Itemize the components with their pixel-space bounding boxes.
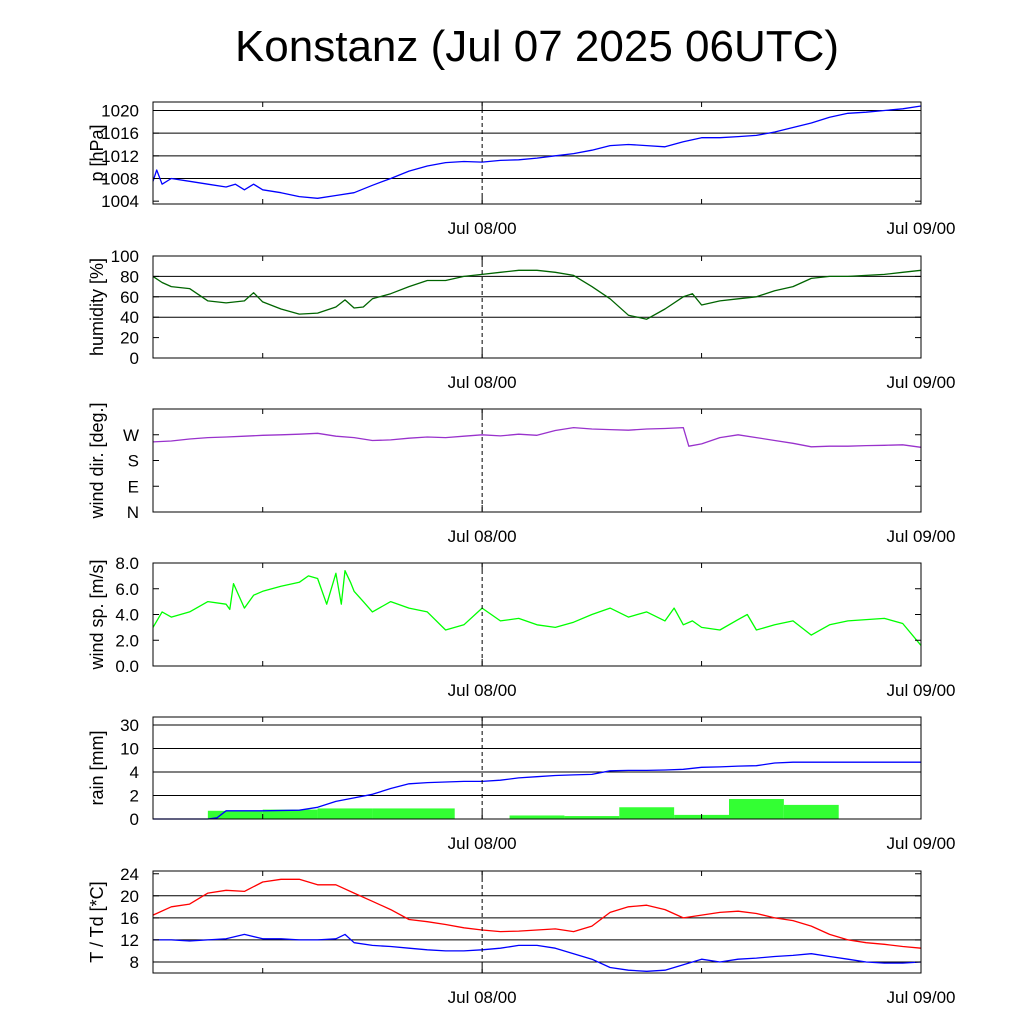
chart-title: Konstanz (Jul 07 2025 06UTC) <box>234 22 840 71</box>
rain-bar <box>372 808 455 819</box>
x-tick-label: Jul 08/00 <box>448 834 517 853</box>
rain-bar <box>317 808 373 819</box>
y-axis-label: wind sp. [m/s] <box>87 559 107 670</box>
x-tick-label: Jul 09/00 <box>887 373 956 392</box>
y-tick-label: 2.0 <box>115 631 139 650</box>
series-line-humidity <box>152 269 922 320</box>
rain-bar <box>619 807 675 819</box>
y-tick-label: 20 <box>120 887 139 906</box>
x-tick-label: Jul 09/00 <box>887 219 956 238</box>
y-axis-label: wind dir. [deg.] <box>87 402 107 519</box>
y-tick-label: 1004 <box>101 192 139 211</box>
series-line-accumulated <box>153 761 921 820</box>
y-axis-label: rain [mm] <box>87 730 107 805</box>
x-tick-label: Jul 08/00 <box>448 988 517 1007</box>
y-tick-label: E <box>128 477 139 496</box>
rain-bar <box>509 815 565 819</box>
x-tick-label: Jul 08/00 <box>448 373 517 392</box>
y-tick-label: 30 <box>120 716 139 735</box>
series-line-wind_speed <box>152 570 922 646</box>
rain-bar <box>783 804 839 819</box>
y-tick-label: 16 <box>120 909 139 928</box>
series-line-pressure <box>152 105 922 199</box>
y-tick-label: N <box>127 503 139 522</box>
y-tick-label: 80 <box>120 267 139 286</box>
y-tick-label: 20 <box>120 329 139 348</box>
y-tick-label: 1008 <box>101 170 139 189</box>
y-tick-label: 12 <box>120 931 139 950</box>
plot-frame <box>152 870 922 974</box>
y-tick-label: 0.0 <box>115 657 139 676</box>
y-axis-label: p [hPa] <box>87 124 107 181</box>
y-tick-label: S <box>128 452 139 471</box>
y-axis-label: humidity [%] <box>87 258 107 356</box>
plot-frame <box>152 408 922 513</box>
series-line-t <box>152 878 922 949</box>
y-tick-label: 1016 <box>101 124 139 143</box>
rain-bar <box>729 799 784 819</box>
y-tick-label: 10 <box>120 740 139 759</box>
rain-bar <box>262 809 318 819</box>
y-tick-label: 8.0 <box>115 554 139 573</box>
y-tick-label: 1020 <box>101 102 139 121</box>
plot-frame <box>152 101 922 205</box>
series-line-td <box>153 933 922 972</box>
rain-bar <box>207 810 263 819</box>
series-line-wind_direction <box>152 426 922 448</box>
y-tick-label: 0 <box>130 349 139 368</box>
y-tick-label: 0 <box>130 810 139 829</box>
panel-rain: Jul 08/00 Jul 09/00 0 2 4 10 30 rain [mm] <box>87 716 956 853</box>
plot-frame <box>152 716 922 820</box>
y-tick-label: 4 <box>130 763 139 782</box>
y-tick-label: 2 <box>130 787 139 806</box>
x-tick-label: Jul 09/00 <box>887 988 956 1007</box>
x-tick-label: Jul 08/00 <box>448 681 517 700</box>
y-tick-label: 40 <box>120 308 139 327</box>
y-tick-label: 6.0 <box>115 580 139 599</box>
x-tick-label: Jul 09/00 <box>887 527 956 546</box>
y-tick-label: 1012 <box>101 147 139 166</box>
y-tick-label: 24 <box>120 865 139 884</box>
y-tick-label: 60 <box>120 288 139 307</box>
y-tick-label: 8 <box>130 953 139 972</box>
plot-frame <box>152 562 922 667</box>
panel-pressure: Jul 08/00 Jul 09/00 1004 1008 1012 1016 1020 p … <box>87 101 956 238</box>
x-tick-label: Jul 08/00 <box>448 219 517 238</box>
y-tick-label: W <box>123 426 139 445</box>
y-tick-label: 100 <box>111 247 139 266</box>
panel-temperature: Jul 08/00 Jul 09/00 8 12 16 20 24 T / Td [*C] <box>87 865 956 1007</box>
rain-bar <box>564 816 620 819</box>
x-tick-label: Jul 09/00 <box>887 681 956 700</box>
y-tick-label: 4.0 <box>115 606 139 625</box>
x-tick-label: Jul 09/00 <box>887 834 956 853</box>
y-axis-label: T / Td [*C] <box>87 881 107 962</box>
x-tick-label: Jul 08/00 <box>448 527 517 546</box>
plot-frame <box>152 255 922 359</box>
panel-wind_speed: Jul 08/00 Jul 09/00 0.0 2.0 4.0 6.0 8.0 wind sp… <box>87 554 956 700</box>
